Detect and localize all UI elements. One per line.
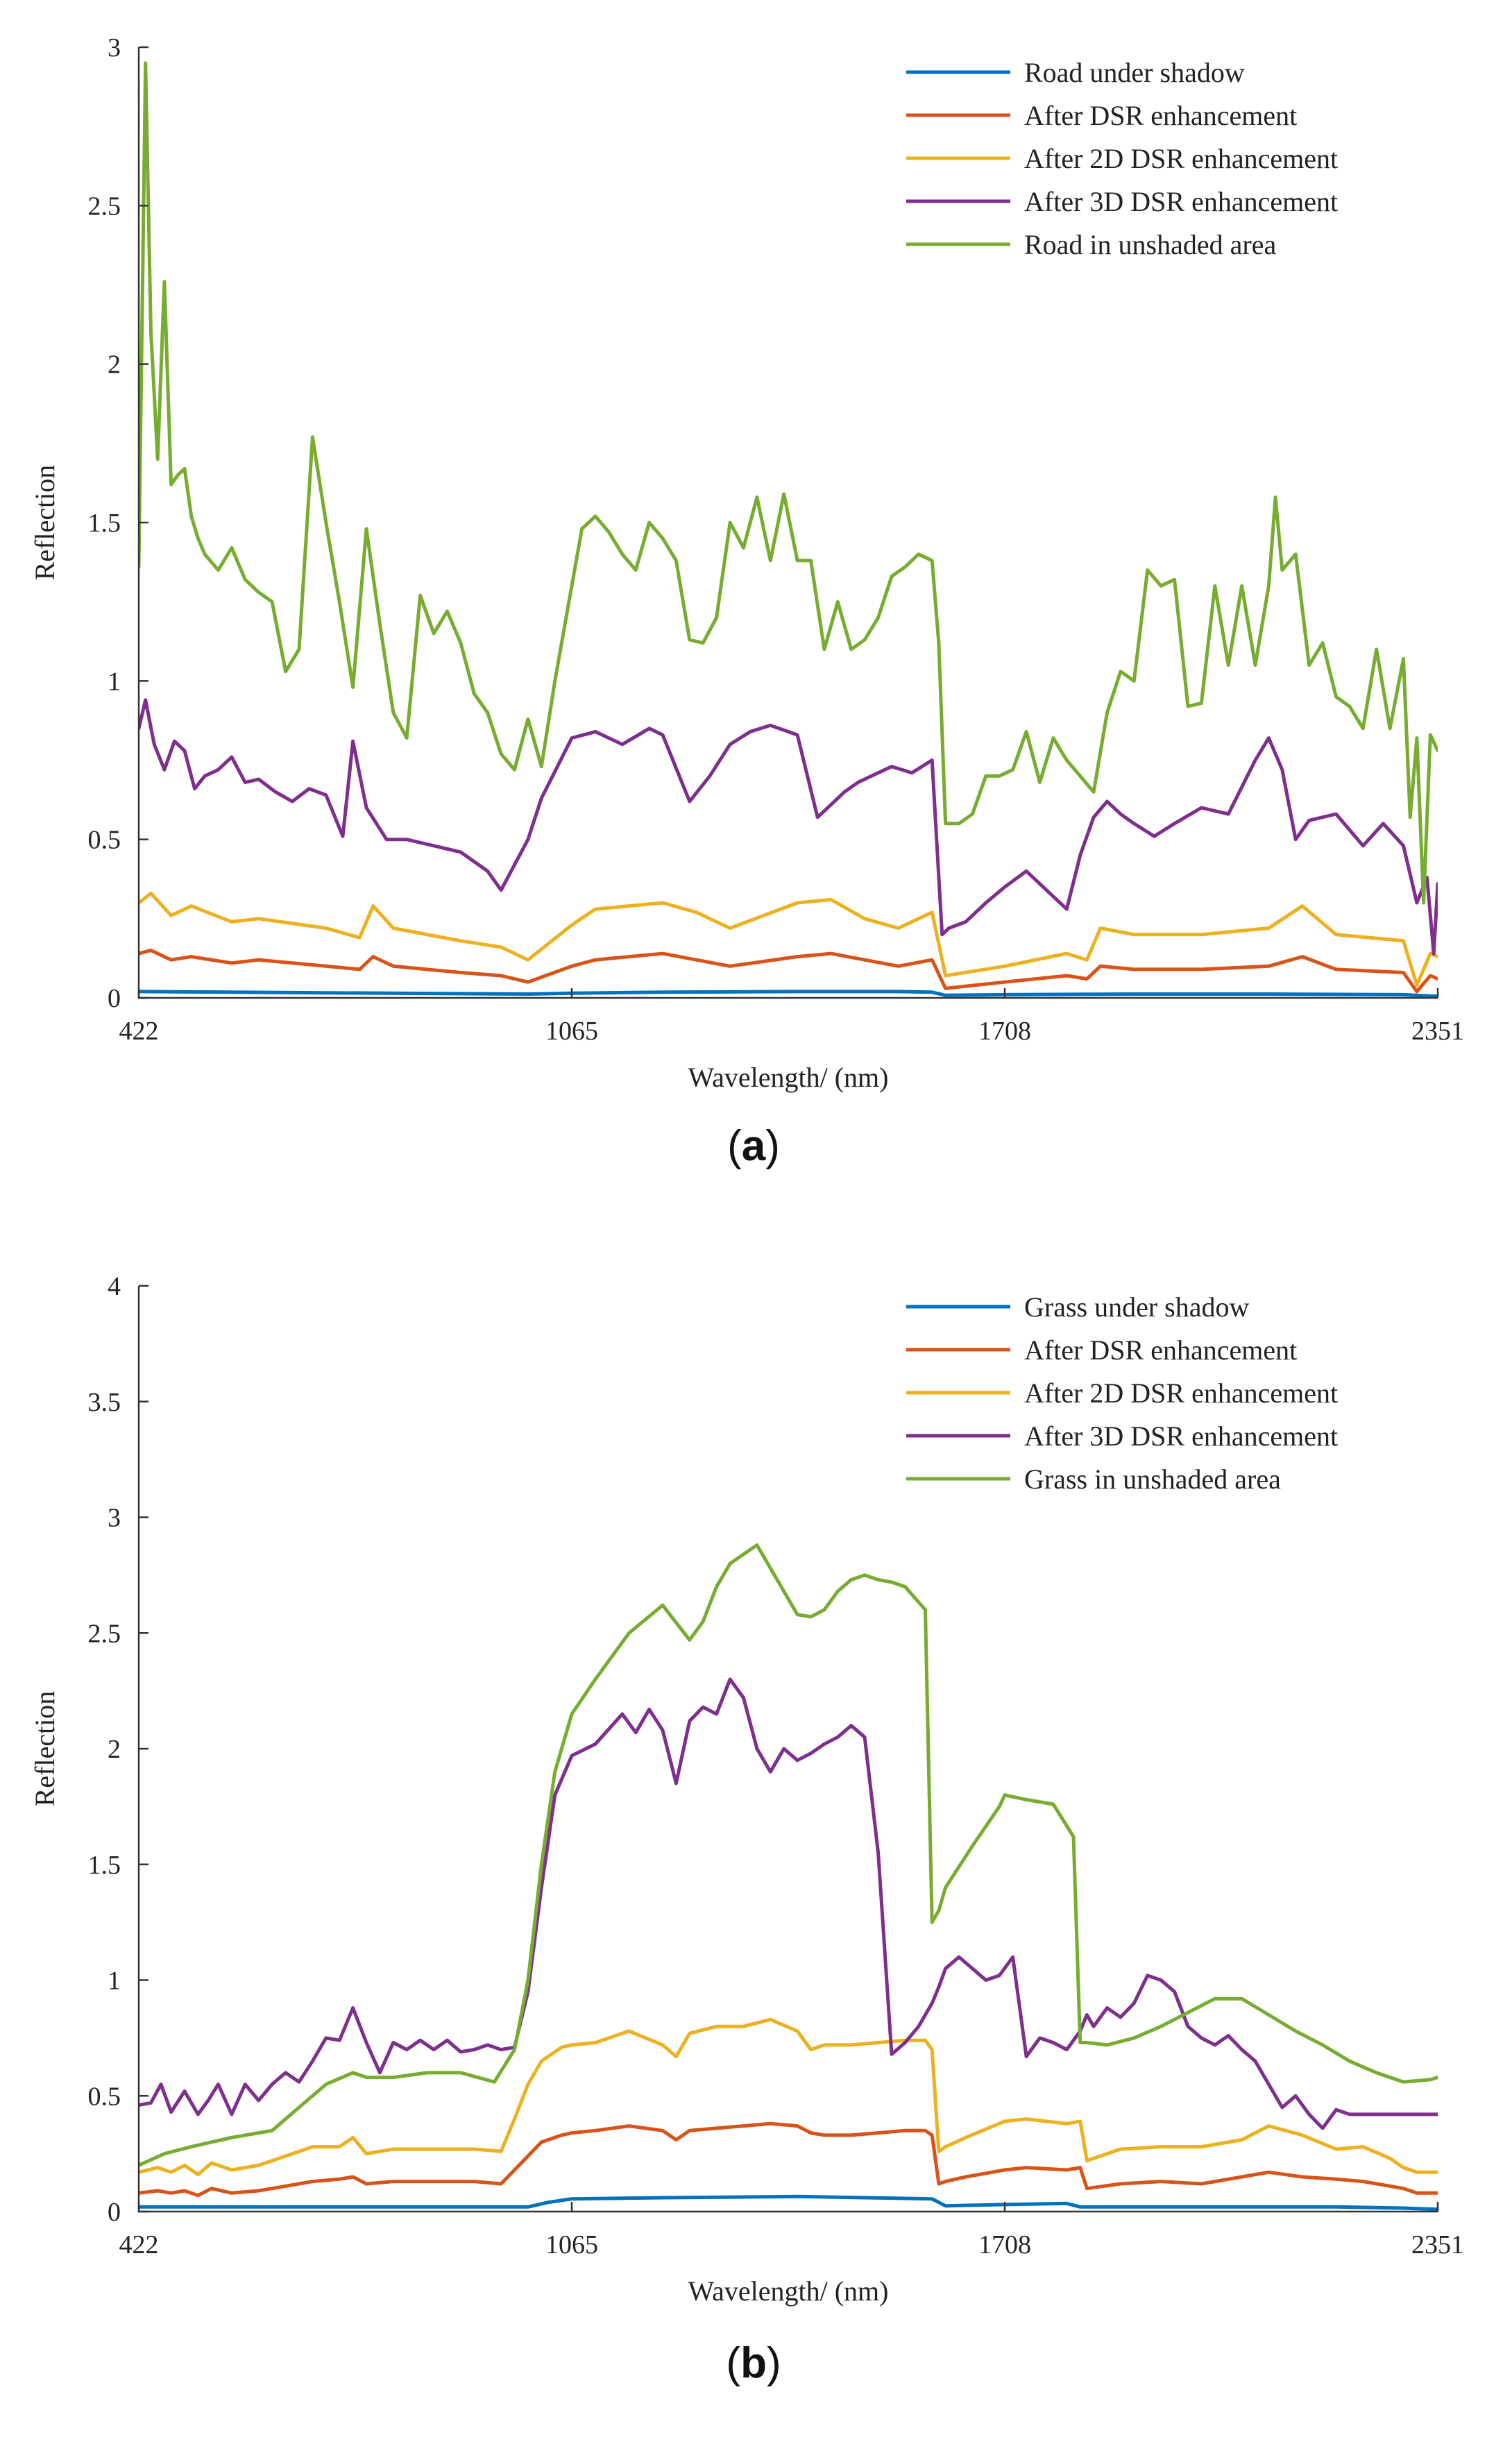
- y-tick-label: 2: [108, 1735, 121, 1764]
- y-tick-label: 2.5: [88, 192, 121, 221]
- legend-label: After 2D DSR enhancement: [1024, 1377, 1338, 1409]
- x-tick-label: 2351: [1411, 1017, 1464, 1046]
- x-tick-label: 422: [119, 1017, 159, 1046]
- caption-open-paren: (: [727, 1122, 742, 1170]
- x-tick-label: 1708: [978, 1017, 1031, 1046]
- x-axis-label: Wavelength/ (nm): [688, 1062, 889, 1093]
- y-tick-label: 1: [108, 1967, 121, 1996]
- x-tick-label: 1065: [545, 1017, 598, 1046]
- legend-label: Grass under shadow: [1024, 1291, 1249, 1323]
- x-tick-label: 1065: [545, 2230, 598, 2259]
- legend-label: After DSR enhancement: [1024, 100, 1297, 131]
- series-line-2: [139, 2121, 1438, 2198]
- caption-open-paren: (: [726, 2339, 740, 2387]
- y-tick-label: 4: [108, 1272, 121, 1301]
- legend: Grass under shadow After DSR enhancement A…: [906, 1291, 1338, 1495]
- y-tick-label: 2: [108, 350, 121, 380]
- caption-close-paren: ): [765, 1122, 780, 1170]
- series-line-5: [139, 61, 1438, 905]
- x-axis-label: Wavelength/ (nm): [688, 2275, 889, 2307]
- legend: Road under shadow After DSR enhancement Af…: [906, 57, 1338, 260]
- y-axis-label: Reflection: [29, 1691, 60, 1807]
- series-group: [139, 61, 1438, 998]
- series-line-3: [139, 891, 1438, 987]
- y-tick-label: 2.5: [88, 1619, 121, 1648]
- legend-label: After 2D DSR enhancement: [1024, 143, 1338, 174]
- legend-label: Road in unshaded area: [1024, 229, 1276, 260]
- series-line-2: [139, 949, 1438, 994]
- series-line-5: [139, 1543, 1438, 2167]
- y-tick-label: 0.5: [88, 2082, 121, 2111]
- panel-caption: (a): [727, 1122, 780, 1170]
- y-tick-label: 1: [108, 667, 121, 696]
- y-tick-label: 3.5: [88, 1388, 121, 1417]
- series-line-1: [139, 990, 1438, 998]
- y-tick-label: 1.5: [88, 509, 121, 538]
- x-tick-label: 2351: [1411, 2230, 1464, 2259]
- legend-label: After DSR enhancement: [1024, 1334, 1297, 1366]
- chart-panel-a: 0 0.5 1 1.5 2 2.5 3 422 1065 1708 2351 Wavelength/ …: [29, 33, 1464, 1170]
- y-tick-label: 0: [108, 2198, 121, 2227]
- series-line-4: [139, 698, 1438, 956]
- caption-close-paren: ): [767, 2339, 781, 2387]
- legend-label: After 3D DSR enhancement: [1024, 1420, 1338, 1452]
- x-tick-label: 422: [119, 2230, 159, 2259]
- legend-label: After 3D DSR enhancement: [1024, 186, 1338, 217]
- y-tick-label: 1.5: [88, 1851, 121, 1880]
- y-tick-label: 0.5: [88, 826, 121, 855]
- legend-label: Grass in unshaded area: [1024, 1464, 1281, 1495]
- y-axis-label: Reflection: [29, 465, 60, 581]
- y-tick-label: 3: [108, 1504, 121, 1533]
- series-line-1: [139, 2194, 1438, 2212]
- panel-caption: (b): [726, 2339, 781, 2387]
- series-group: [139, 1543, 1438, 2212]
- series-line-4: [139, 1677, 1438, 2130]
- y-tick-label: 0: [108, 984, 121, 1013]
- x-tick-label: 1708: [978, 2230, 1031, 2259]
- y-tick-label: 3: [108, 33, 121, 62]
- legend-label: Road under shadow: [1024, 57, 1245, 88]
- caption-letter: b: [740, 2339, 767, 2387]
- chart-panel-b: 0 0.5 1 1.5 2 2.5 3 3.5 4 422 1065 1708 2351 Waveleng…: [29, 1272, 1464, 2387]
- series-line-3: [139, 2017, 1438, 2177]
- caption-letter: a: [742, 1122, 766, 1170]
